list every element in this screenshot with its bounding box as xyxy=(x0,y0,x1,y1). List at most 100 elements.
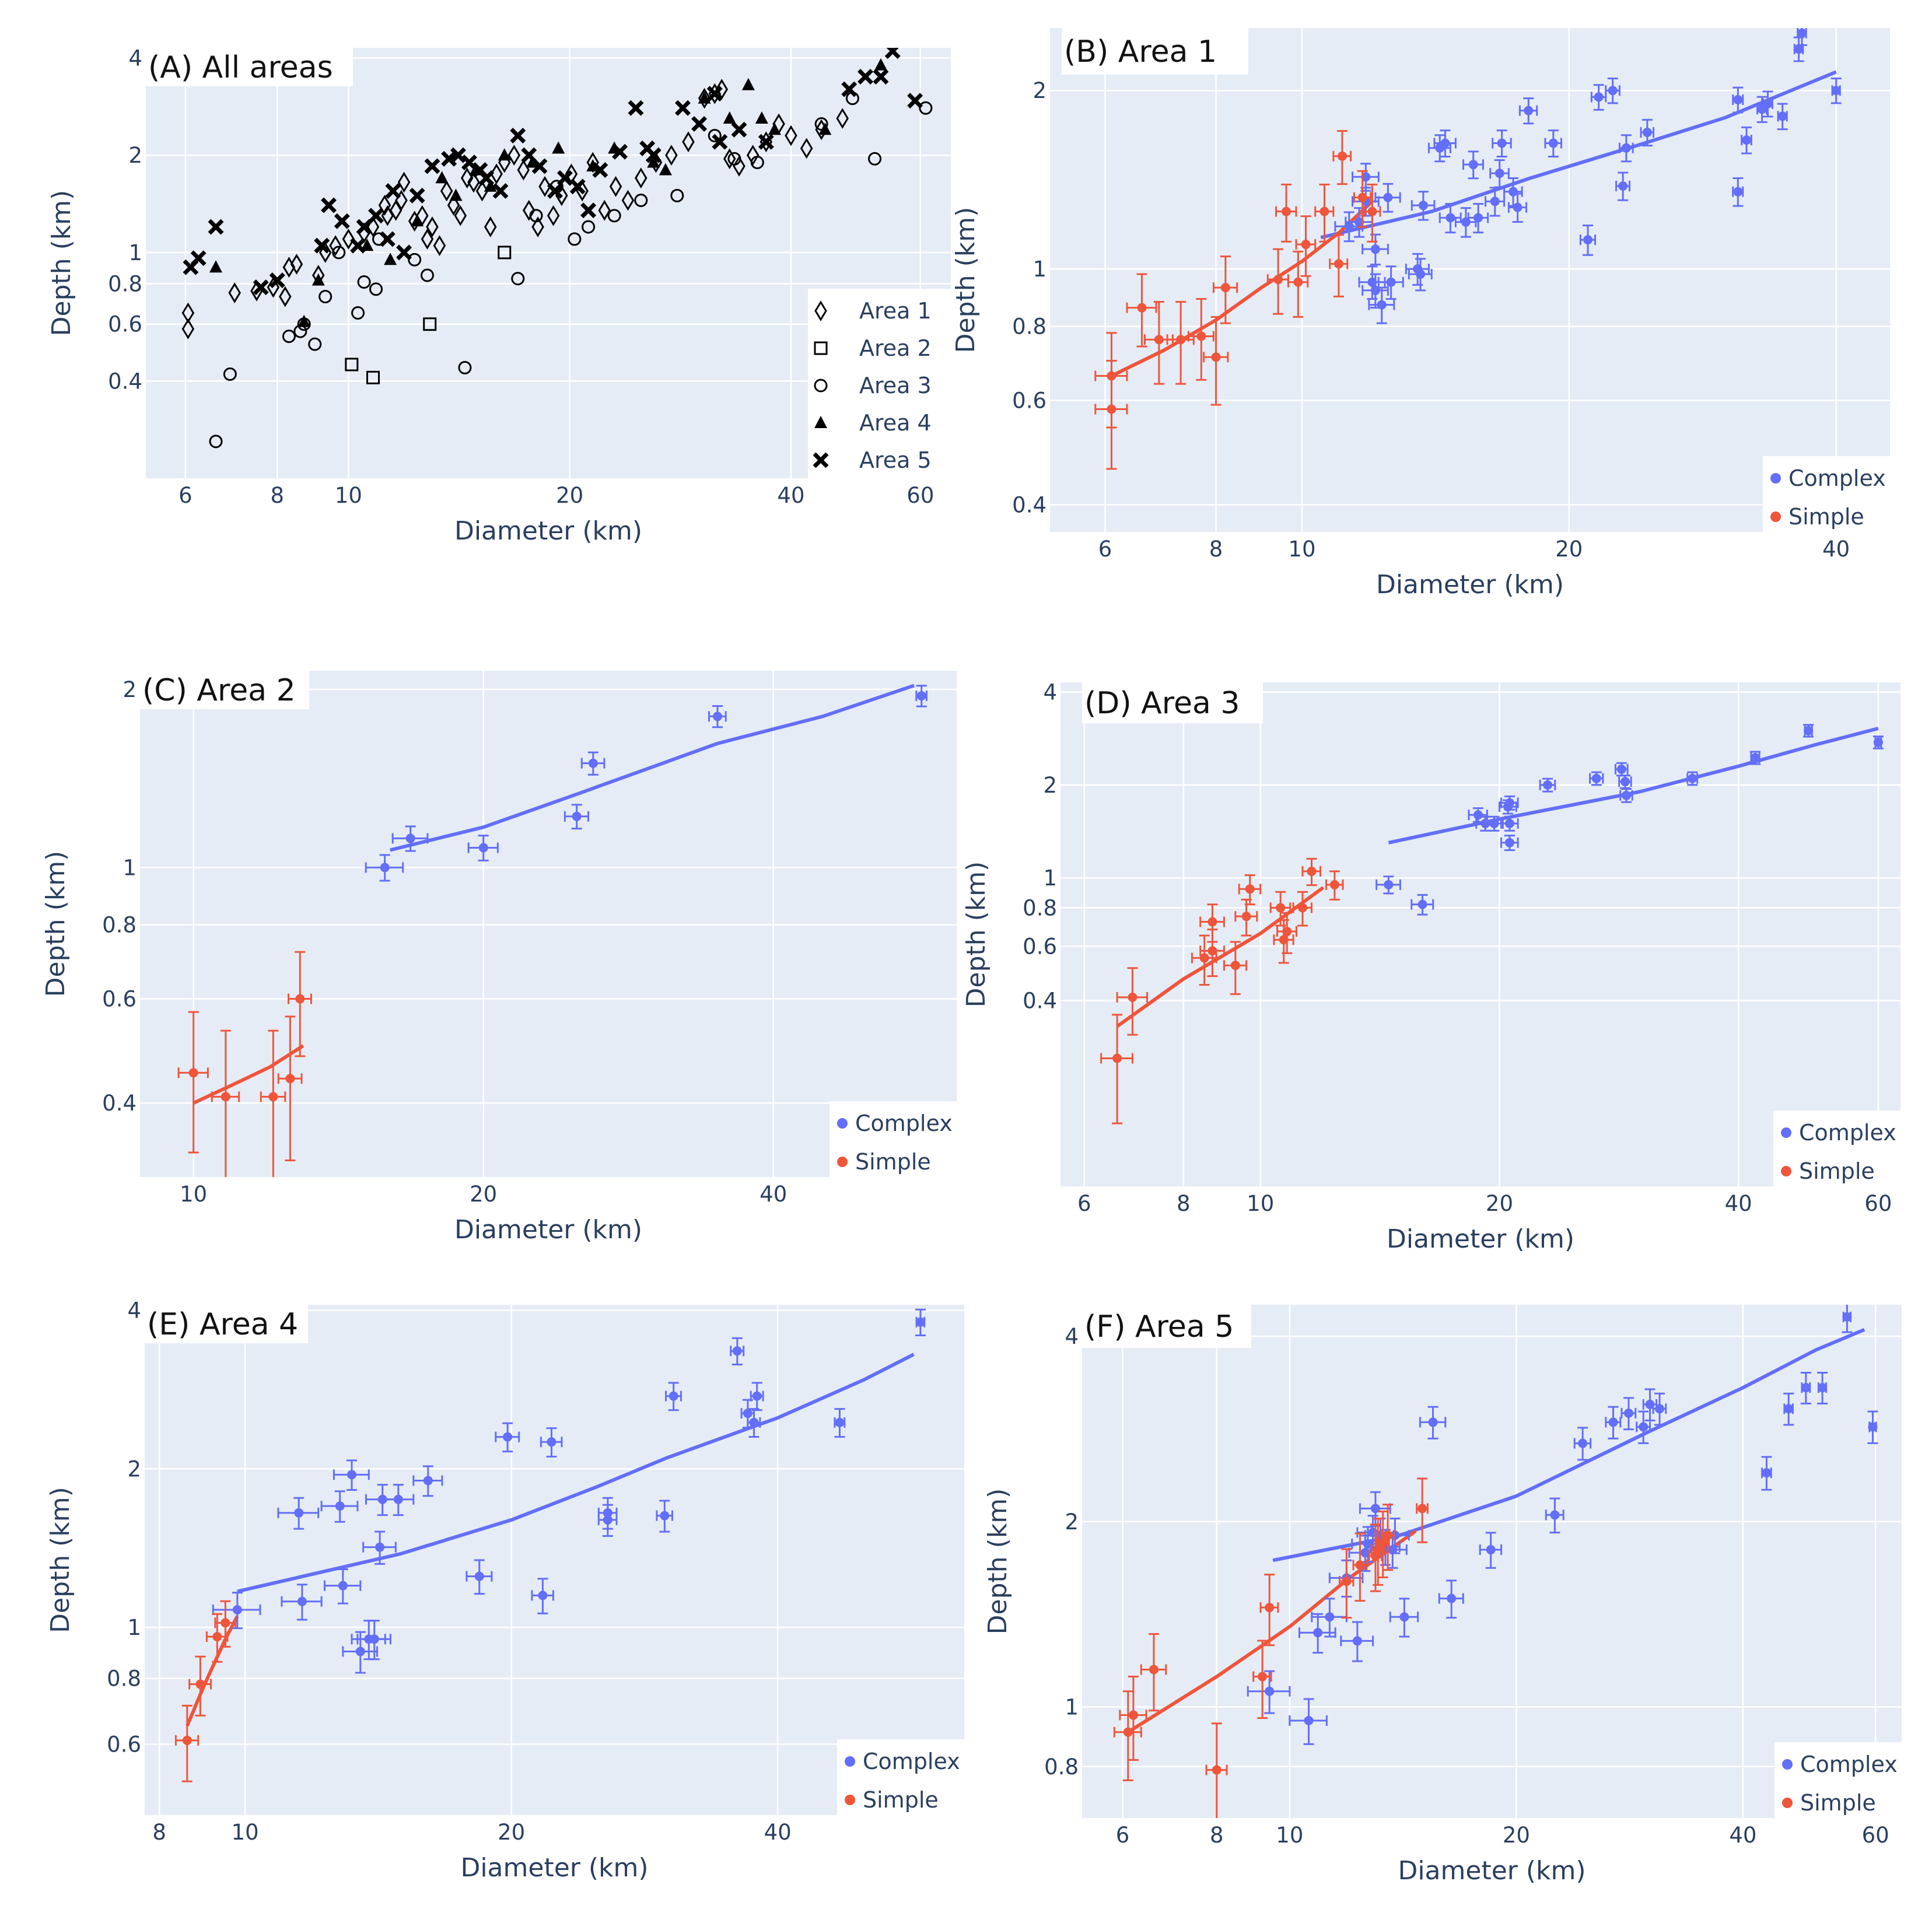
complex-point xyxy=(1762,1468,1772,1478)
panel-title-box xyxy=(1082,1305,1251,1348)
complex-point xyxy=(660,1511,670,1521)
panel-title: (A) All areas xyxy=(148,50,333,85)
data-point xyxy=(628,100,644,116)
simple-fit-line xyxy=(192,1044,304,1105)
data-point xyxy=(607,209,621,223)
complex-point xyxy=(1621,143,1631,153)
complex-point xyxy=(1490,197,1500,206)
complex-point xyxy=(478,843,488,853)
simple-point xyxy=(1329,880,1339,889)
y-tick-label: 1 xyxy=(128,240,142,265)
y-tick-label: 4 xyxy=(127,1298,141,1323)
simple-point xyxy=(1357,192,1367,202)
data-point xyxy=(447,195,460,216)
complex-point xyxy=(1418,899,1427,909)
complex-point xyxy=(1497,138,1507,148)
data-layer xyxy=(1094,28,1842,470)
data-point xyxy=(568,232,582,246)
simple-point xyxy=(1337,151,1347,161)
x-tick-label: 40 xyxy=(1822,537,1850,562)
legend-marker xyxy=(845,1795,855,1805)
complex-point xyxy=(588,758,598,768)
data-point xyxy=(731,121,747,138)
complex-point xyxy=(1399,1612,1409,1622)
data-point xyxy=(318,290,332,304)
x-tick-label: 20 xyxy=(1503,1823,1530,1848)
data-point xyxy=(253,279,269,296)
complex-point xyxy=(1623,1408,1633,1418)
complex-point xyxy=(335,1501,345,1511)
y-tick-label: 2 xyxy=(1043,773,1057,798)
data-layer xyxy=(1113,1305,1878,1818)
legend-label: Complex xyxy=(1788,465,1886,491)
legend-marker xyxy=(814,341,828,355)
complex-point xyxy=(1655,1404,1665,1414)
legend-label: Complex xyxy=(863,1749,960,1774)
x-axis-title: Diameter (km) xyxy=(454,516,642,546)
x-axis-title: Diameter (km) xyxy=(1376,570,1564,600)
complex-point xyxy=(1751,753,1760,763)
complex-point xyxy=(1804,726,1814,735)
complex-point xyxy=(405,833,415,843)
data-point xyxy=(659,163,672,176)
complex-point xyxy=(1591,773,1601,783)
data-point xyxy=(381,205,394,226)
data-point xyxy=(670,188,684,202)
x-tick-label: 8 xyxy=(271,483,285,508)
y-tick-label: 1 xyxy=(1032,257,1046,282)
simple-point xyxy=(1211,352,1221,362)
data-point xyxy=(818,122,832,135)
complex-point xyxy=(752,1391,762,1401)
legend-label: Area 4 xyxy=(859,410,932,436)
legend-marker xyxy=(814,300,827,321)
complex-point xyxy=(1384,880,1394,889)
x-tick-label: 8 xyxy=(1177,1191,1191,1216)
x-tick-label: 20 xyxy=(498,1820,525,1845)
x-tick-label: 10 xyxy=(1288,537,1315,562)
data-point xyxy=(521,147,537,163)
y-tick-label: 0.8 xyxy=(1044,1754,1079,1780)
complex-point xyxy=(749,1417,759,1427)
legend-label: Area 3 xyxy=(859,373,932,398)
complex-point xyxy=(1550,1510,1560,1520)
simple-point xyxy=(1176,335,1186,345)
x-tick-label: 8 xyxy=(1209,537,1223,562)
data-point xyxy=(334,213,350,229)
complex-point xyxy=(1504,798,1514,808)
x-tick-label: 60 xyxy=(1864,1191,1892,1216)
data-point xyxy=(269,272,285,289)
x-tick-label: 10 xyxy=(1247,1191,1274,1216)
simple-point xyxy=(188,1068,198,1078)
data-point xyxy=(621,190,635,211)
simple-point xyxy=(220,1618,230,1628)
complex-point xyxy=(1524,106,1534,115)
simple-point xyxy=(1196,331,1206,341)
simple-point xyxy=(295,994,305,1004)
complex-point xyxy=(423,1476,433,1486)
data-point xyxy=(321,197,337,213)
data-point xyxy=(531,158,548,174)
data-point xyxy=(290,254,303,275)
complex-point xyxy=(1513,202,1522,212)
panel-B: 6 8 10 20 40 0.4 0.6 0.8 1 2 Diameter (km) Depth (k… xyxy=(951,28,1890,600)
simple-point xyxy=(1276,903,1286,913)
data-point xyxy=(360,239,374,251)
complex-point xyxy=(835,1417,845,1427)
data-point xyxy=(612,143,628,160)
plot-area xyxy=(1060,682,1901,1186)
legend-label: Complex xyxy=(1799,1120,1896,1146)
complex-point xyxy=(1733,187,1743,197)
data-point xyxy=(733,155,746,177)
data-point xyxy=(712,134,728,150)
simple-point xyxy=(1355,1560,1365,1570)
x-tick-label: 20 xyxy=(1486,1191,1513,1216)
simple-point xyxy=(1293,277,1303,287)
data-point xyxy=(647,155,660,168)
y-tick-label: 0.8 xyxy=(1023,895,1057,920)
y-tick-label: 0.8 xyxy=(102,913,136,938)
complex-point xyxy=(1733,94,1743,104)
y-axis-title: Depth (km) xyxy=(961,861,991,1008)
data-point xyxy=(461,154,477,170)
complex-point xyxy=(1446,213,1455,223)
x-axis-title: Diameter (km) xyxy=(454,1215,642,1245)
